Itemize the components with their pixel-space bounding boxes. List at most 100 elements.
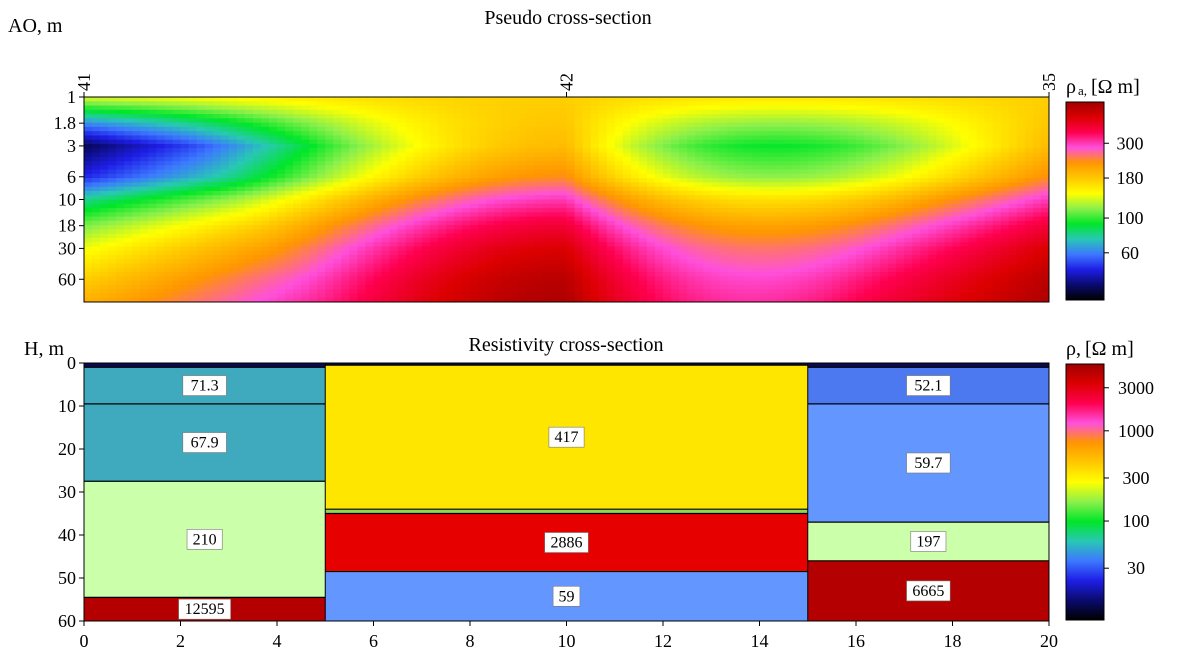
heat-cell [735, 203, 745, 209]
heat-cell [952, 143, 962, 149]
heat-cell [695, 259, 704, 265]
heat-cell [735, 97, 745, 102]
heat-cell [317, 267, 326, 273]
heat-cell [413, 105, 423, 111]
heat-cell [92, 220, 101, 226]
heat-cell [839, 259, 849, 265]
heat-cell [654, 246, 664, 252]
heat-cell [228, 101, 238, 107]
heat-cell [1040, 182, 1049, 188]
heat-cell [823, 237, 833, 243]
heat-cell [172, 195, 182, 201]
heat-cell [365, 246, 375, 252]
heat-cell [365, 263, 375, 269]
heat-cell [711, 114, 720, 119]
heat-cell [534, 229, 543, 235]
heat-cell [574, 182, 584, 188]
heat-cell [727, 165, 736, 171]
heat-cell [116, 272, 125, 277]
heat-cell [968, 255, 978, 260]
heat-cell [421, 126, 431, 132]
heat-cell [518, 173, 527, 179]
heat-cell [654, 199, 664, 205]
heat-cell [727, 135, 736, 141]
heat-cell [606, 233, 616, 239]
heat-cell [960, 105, 970, 111]
heat-cell [453, 105, 463, 111]
heat-cell [164, 208, 174, 213]
heat-cell [421, 267, 431, 273]
heat-cell [984, 101, 994, 107]
heat-cell [622, 156, 632, 162]
heat-cell [92, 250, 101, 256]
heat-cell [148, 122, 157, 128]
heat-cell [108, 156, 117, 162]
heat-cell [751, 114, 761, 119]
heat-cell [622, 109, 632, 115]
heat-cell [486, 109, 495, 115]
heat-cell [534, 212, 543, 218]
heat-cell [542, 139, 552, 145]
heat-cell [831, 242, 841, 248]
heat-cell [260, 229, 270, 235]
heat-cell [968, 186, 978, 192]
heat-cell [558, 131, 568, 137]
heat-cell [309, 182, 318, 188]
heat-cell [831, 109, 841, 115]
heat-cell [228, 255, 238, 260]
heat-cell [252, 190, 262, 196]
heat-cell [847, 101, 857, 107]
heat-cell [148, 225, 157, 230]
heat-cell [831, 152, 841, 158]
heat-cell [494, 131, 503, 137]
heat-cell [188, 156, 198, 162]
heat-cell [397, 263, 407, 269]
heat-cell [429, 131, 439, 137]
heat-cell [1032, 195, 1042, 201]
heat-cell [518, 272, 527, 277]
heat-cell [212, 165, 222, 171]
heat-cell [727, 161, 736, 166]
heat-cell [783, 208, 793, 213]
heat-cell [196, 267, 206, 273]
heat-cell [405, 169, 415, 175]
heat-cell [164, 118, 174, 124]
heat-cell [502, 220, 511, 226]
heat-cell [823, 101, 833, 107]
heat-cell [775, 255, 785, 260]
heat-cell [510, 131, 519, 137]
heat-cell [188, 139, 198, 145]
heat-cell [654, 186, 664, 192]
heat-cell [872, 259, 881, 265]
heat-cell [309, 178, 318, 184]
heat-cell [807, 126, 817, 132]
heat-cell [679, 105, 688, 111]
heat-cell [799, 143, 809, 149]
heat-cell [952, 267, 962, 273]
heat-cell [108, 237, 117, 243]
heat-cell [944, 131, 954, 137]
heat-cell [429, 208, 439, 213]
heat-cell [478, 143, 487, 149]
heat-cell [277, 267, 286, 273]
heat-cell [309, 186, 318, 192]
heat-cell [453, 233, 463, 239]
heat-cell [920, 169, 929, 175]
heat-cell [1032, 259, 1042, 265]
heat-cell [453, 195, 463, 201]
heat-cell [494, 199, 503, 205]
heat-cell [1016, 156, 1026, 162]
heat-cell [445, 216, 455, 222]
heat-cell [695, 169, 704, 175]
heat-cell [236, 233, 246, 239]
heat-cell [654, 259, 664, 265]
heat-cell [180, 101, 190, 107]
heat-cell [896, 97, 905, 102]
heat-cell [807, 131, 817, 137]
heat-cell [156, 122, 166, 128]
heat-cell [823, 220, 833, 226]
heat-cell [638, 272, 648, 277]
heat-cell [180, 182, 190, 188]
heat-cell [461, 242, 471, 248]
heat-cell [751, 229, 761, 235]
